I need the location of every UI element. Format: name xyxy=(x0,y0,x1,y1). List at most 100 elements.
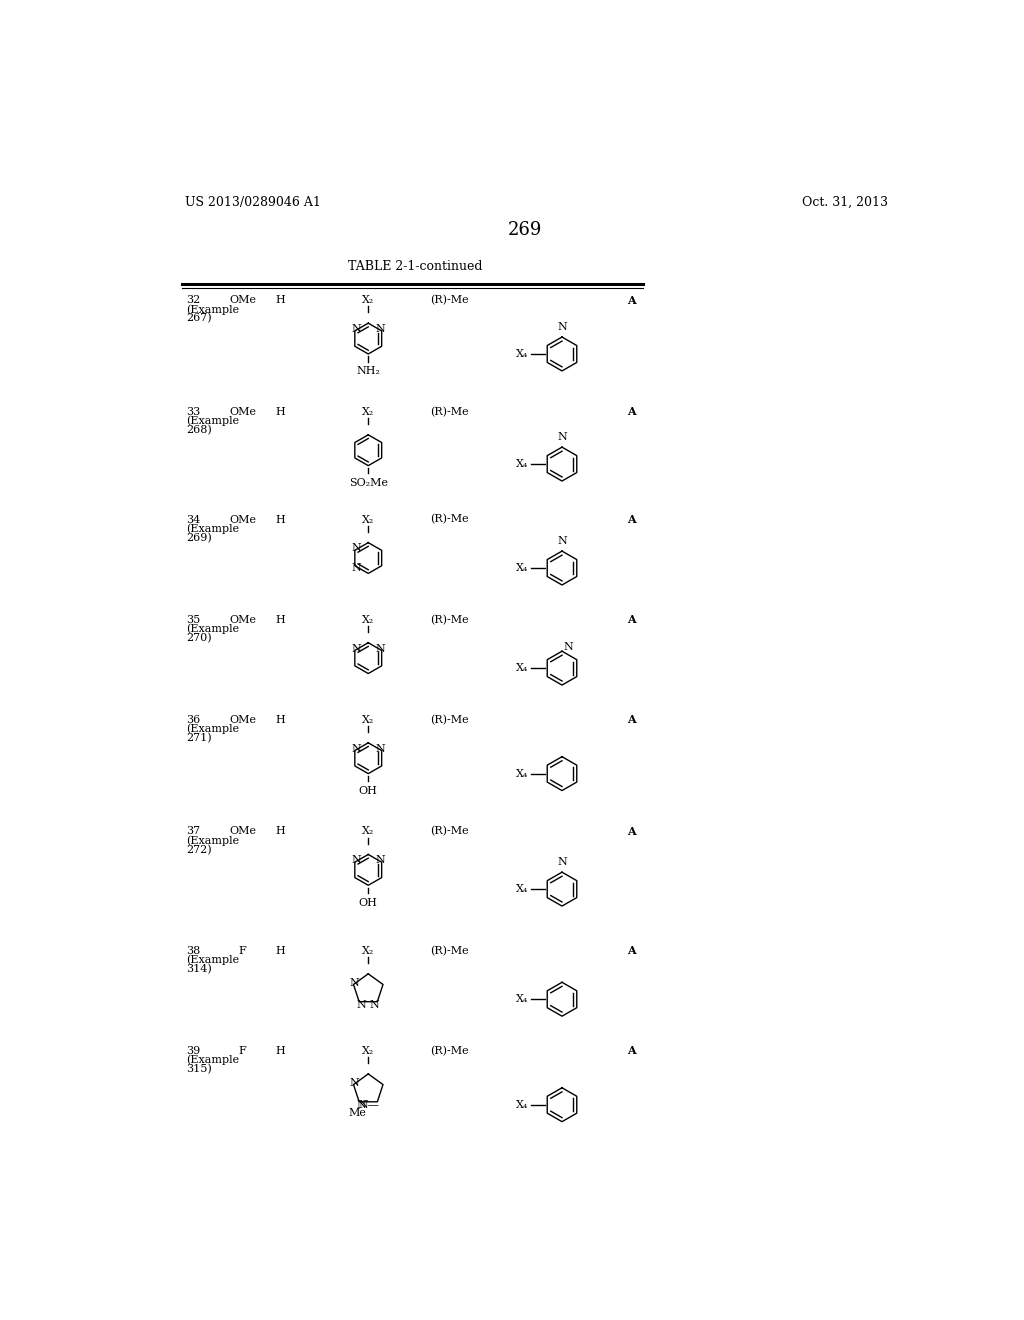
Text: N: N xyxy=(351,743,361,754)
Text: N: N xyxy=(350,1078,359,1089)
Text: (Example: (Example xyxy=(186,954,240,965)
Text: X₂: X₂ xyxy=(362,296,375,305)
Text: N: N xyxy=(375,644,385,653)
Text: X₄: X₄ xyxy=(515,348,528,359)
Text: N: N xyxy=(375,323,385,334)
Text: Oct. 31, 2013: Oct. 31, 2013 xyxy=(802,195,888,209)
Text: X₄: X₄ xyxy=(515,564,528,573)
Text: 314): 314) xyxy=(186,964,212,974)
Text: 272): 272) xyxy=(186,845,212,855)
Text: (R)-Me: (R)-Me xyxy=(430,515,469,524)
Text: H: H xyxy=(275,296,285,305)
Text: X₄: X₄ xyxy=(515,1100,528,1110)
Text: F: F xyxy=(239,945,247,956)
Text: OMe: OMe xyxy=(229,296,256,305)
Text: N: N xyxy=(356,1100,367,1110)
Text: N: N xyxy=(375,743,385,754)
Text: (R)-Me: (R)-Me xyxy=(430,294,469,305)
Text: OMe: OMe xyxy=(229,714,256,725)
Text: N: N xyxy=(351,644,361,653)
Text: 37: 37 xyxy=(186,826,201,837)
Text: A: A xyxy=(628,614,636,626)
Text: N: N xyxy=(351,544,361,553)
Text: 33: 33 xyxy=(186,407,201,417)
Text: OMe: OMe xyxy=(229,826,256,837)
Text: X₂: X₂ xyxy=(362,714,375,725)
Text: N: N xyxy=(351,323,361,334)
Text: OMe: OMe xyxy=(229,515,256,524)
Text: 270): 270) xyxy=(186,634,212,643)
Text: X₂: X₂ xyxy=(362,945,375,956)
Text: A: A xyxy=(628,714,636,725)
Text: H: H xyxy=(275,945,285,956)
Text: 39: 39 xyxy=(186,1045,201,1056)
Text: TABLE 2-1-continued: TABLE 2-1-continued xyxy=(347,260,482,273)
Text: X₄: X₄ xyxy=(515,459,528,469)
Text: 269: 269 xyxy=(508,220,542,239)
Text: X₄: X₄ xyxy=(515,884,528,894)
Text: X₄: X₄ xyxy=(515,994,528,1005)
Text: F: F xyxy=(239,1045,247,1056)
Text: N: N xyxy=(370,999,380,1010)
Text: A: A xyxy=(628,513,636,525)
Text: 38: 38 xyxy=(186,945,201,956)
Text: US 2013/0289046 A1: US 2013/0289046 A1 xyxy=(184,195,321,209)
Text: Me: Me xyxy=(348,1107,367,1118)
Text: (Example: (Example xyxy=(186,1055,240,1065)
Text: X₄: X₄ xyxy=(515,768,528,779)
Text: N: N xyxy=(557,322,567,331)
Text: N: N xyxy=(350,978,359,989)
Text: (Example: (Example xyxy=(186,623,240,634)
Text: N: N xyxy=(557,432,567,442)
Text: N: N xyxy=(557,536,567,545)
Text: A: A xyxy=(628,294,636,306)
Text: N: N xyxy=(351,562,361,573)
Text: (R)-Me: (R)-Me xyxy=(430,407,469,417)
Text: H: H xyxy=(275,407,285,417)
Text: H: H xyxy=(275,515,285,524)
Text: H: H xyxy=(275,1045,285,1056)
Text: 268): 268) xyxy=(186,425,212,436)
Text: OMe: OMe xyxy=(229,407,256,417)
Text: OMe: OMe xyxy=(229,615,256,624)
Text: X₄: X₄ xyxy=(515,663,528,673)
Text: A: A xyxy=(628,407,636,417)
Text: (Example: (Example xyxy=(186,836,240,846)
Text: H: H xyxy=(275,615,285,624)
Text: (R)-Me: (R)-Me xyxy=(430,945,469,956)
Text: H: H xyxy=(275,714,285,725)
Text: 267): 267) xyxy=(186,313,212,323)
Text: 36: 36 xyxy=(186,714,201,725)
Text: (R)-Me: (R)-Me xyxy=(430,826,469,837)
Text: N: N xyxy=(356,999,367,1010)
Text: (Example: (Example xyxy=(186,416,240,426)
Text: (Example: (Example xyxy=(186,524,240,535)
Text: N: N xyxy=(563,642,573,652)
Text: X₂: X₂ xyxy=(362,515,375,524)
Text: X₂: X₂ xyxy=(362,407,375,417)
Text: 32: 32 xyxy=(186,296,201,305)
Text: 269): 269) xyxy=(186,533,212,543)
Text: (R)-Me: (R)-Me xyxy=(430,714,469,725)
Text: NH₂: NH₂ xyxy=(356,367,380,376)
Text: N: N xyxy=(351,855,361,865)
Text: 34: 34 xyxy=(186,515,201,524)
Text: SO₂Me: SO₂Me xyxy=(349,478,388,488)
Text: A: A xyxy=(628,945,636,956)
Text: N: N xyxy=(375,855,385,865)
Text: OH: OH xyxy=(358,785,378,796)
Text: (Example: (Example xyxy=(186,304,240,314)
Text: N—: N— xyxy=(358,1100,380,1110)
Text: A: A xyxy=(628,1045,636,1056)
Text: 315): 315) xyxy=(186,1064,212,1074)
Text: 35: 35 xyxy=(186,615,201,624)
Text: N: N xyxy=(557,857,567,867)
Text: X₂: X₂ xyxy=(362,1045,375,1056)
Text: (Example: (Example xyxy=(186,723,240,734)
Text: 271): 271) xyxy=(186,733,212,743)
Text: X₂: X₂ xyxy=(362,826,375,837)
Text: A: A xyxy=(628,826,636,837)
Text: X₂: X₂ xyxy=(362,615,375,624)
Text: H: H xyxy=(275,826,285,837)
Text: (R)-Me: (R)-Me xyxy=(430,1045,469,1056)
